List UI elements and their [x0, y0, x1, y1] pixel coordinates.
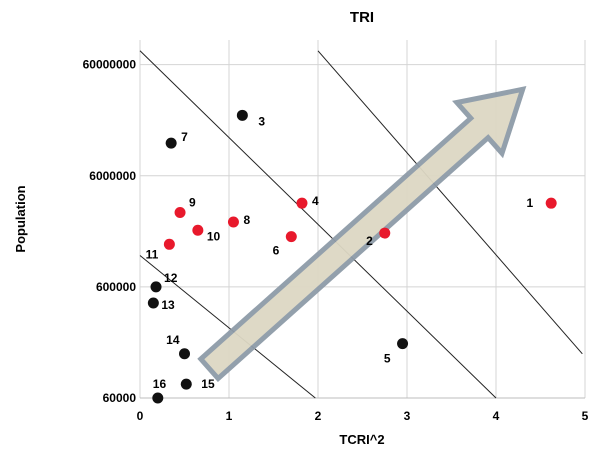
- point-4: [296, 197, 308, 209]
- point-label-11: 11: [146, 247, 159, 261]
- point-label-2: 2: [366, 234, 373, 248]
- point-label-15: 15: [201, 377, 215, 391]
- x-axis-label: TCRI^2: [339, 432, 384, 447]
- point-7: [165, 137, 177, 149]
- point-label-13: 13: [161, 298, 175, 312]
- y-tick-label: 60000: [103, 391, 137, 405]
- point-label-1: 1: [526, 196, 533, 210]
- point-label-8: 8: [243, 213, 250, 227]
- chart-title: TRI: [350, 9, 374, 26]
- point-label-5: 5: [384, 352, 391, 366]
- point-label-9: 9: [189, 196, 196, 210]
- y-tick-label: 60000000: [83, 58, 137, 72]
- point-label-4: 4: [312, 194, 319, 208]
- x-tick-label: 5: [582, 409, 589, 423]
- point-9: [174, 207, 186, 219]
- y-tick-label: 600000: [96, 280, 136, 294]
- x-tick-label: 4: [493, 409, 500, 423]
- point-label-3: 3: [258, 114, 265, 128]
- point-label-16: 16: [153, 377, 167, 391]
- y-axis-label: Population: [13, 185, 28, 252]
- point-1: [545, 197, 557, 209]
- x-tick-label: 3: [404, 409, 411, 423]
- point-16: [152, 392, 164, 404]
- arrow-shape: [197, 86, 527, 383]
- point-label-6: 6: [273, 244, 280, 258]
- point-2: [379, 227, 391, 239]
- point-5: [397, 338, 409, 350]
- point-11: [163, 238, 175, 250]
- diagonal-line: [317, 50, 583, 355]
- diagonal-line: [139, 50, 497, 399]
- x-tick-label: 2: [315, 409, 322, 423]
- diagonal-line: [139, 255, 316, 399]
- point-label-12: 12: [164, 271, 178, 285]
- point-label-10: 10: [207, 229, 221, 243]
- point-15: [180, 378, 192, 390]
- x-tick-label: 0: [137, 409, 144, 423]
- point-3: [236, 109, 248, 121]
- diagonal-lines: [139, 50, 583, 399]
- point-8: [227, 216, 239, 228]
- point-13: [147, 297, 159, 309]
- point-6: [285, 231, 297, 243]
- point-12: [150, 281, 162, 293]
- point-label-7: 7: [181, 130, 188, 144]
- trend-arrow: [197, 86, 527, 383]
- point-14: [179, 348, 190, 360]
- x-tick-label: 1: [226, 409, 233, 423]
- point-10: [192, 224, 204, 236]
- y-tick-label: 6000000: [89, 169, 136, 183]
- point-label-14: 14: [166, 333, 180, 347]
